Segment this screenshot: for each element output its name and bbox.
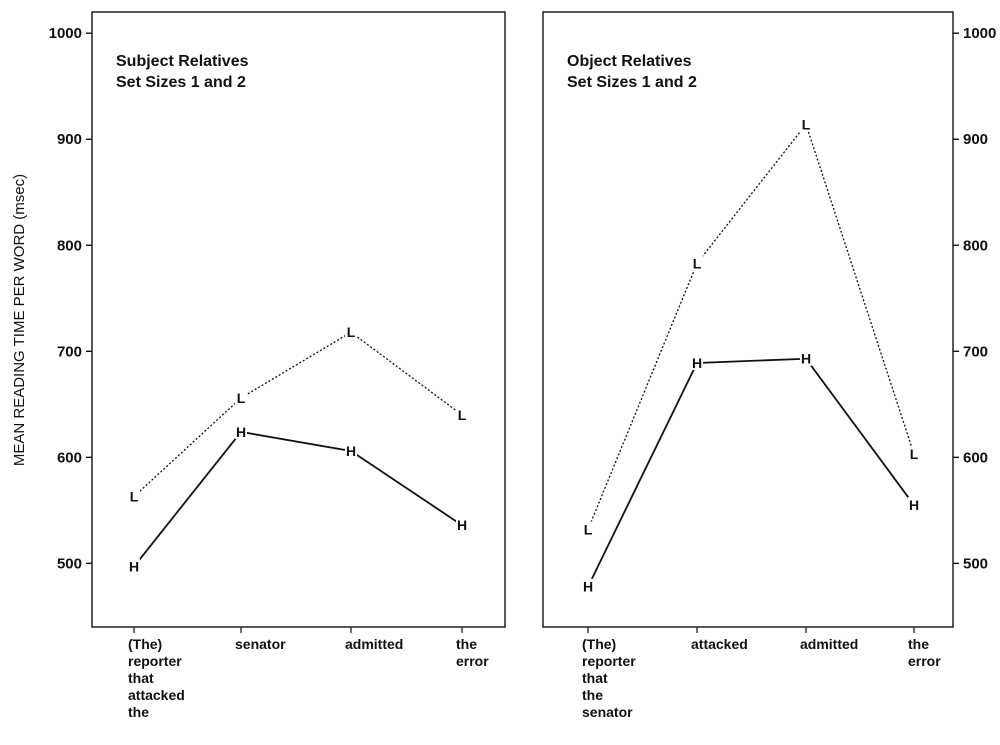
panel-2-y-tick-label-700: 700 [963,343,988,360]
panel-2-series-L-marker-bg-2 [691,255,703,271]
panel-2-frame [542,11,954,628]
panel-1-series-H-point-2: H [236,424,246,440]
panel-1-category-1-word-1: (The) [128,636,162,652]
panel-1-y-tick-label-900: 900 [57,131,82,148]
panel-2-series-L-point-2: L [693,255,702,271]
panel-1-series-L-segment-2 [240,331,352,399]
panel-2-series-H-point-1: H [583,579,593,595]
panel-2-series-L-marker-bg-1 [582,521,594,537]
panel-1-series-H-segment-1 [133,431,242,568]
panel-1-category-4-word-2: error [456,653,489,669]
panel-1-y-tick-label-700: 700 [57,343,82,360]
panel-1-category-1-word-2: reporter [128,653,182,669]
panel-1-series-H-segment-2 [240,431,352,452]
panel-2-series-H-segment-1 [587,362,698,588]
panel-1-series-L-point-4: L [458,407,467,423]
panel-1-frame [91,11,506,628]
panel-2-category-2-word-1: attacked [691,636,748,652]
panel-1-series-H-segment-3 [350,450,463,526]
panel-1-category-3-word-1: admitted [345,636,403,652]
panel-2-series-H-point-3: H [801,351,811,367]
y-axis-label: MEAN READING TIME PER WORD (msec) [11,174,28,466]
panel-2-series-H-point-4: H [909,497,919,513]
panel-2-series-H-segment-3 [805,358,915,506]
panel-2-series-L-marker-bg-3 [800,116,812,132]
panel-2-series-L-marker-bg-4 [908,446,920,462]
panel-1-y-tick-label-500: 500 [57,555,82,572]
panel-2-series-L-point-3: L [802,116,811,132]
panel-1-y-tick-label-600: 600 [57,449,82,466]
panel-1-series-H-marker-bg-3 [345,442,357,458]
panel-2-series-H-marker-bg-4 [908,497,920,513]
panel-2-category-1-word-1: (The) [582,636,616,652]
panel-2-category-3-word-1: admitted [800,636,858,652]
panel-1-series-L-marker-bg-4 [456,406,468,422]
panel-1-series-H-point-3: H [346,443,356,459]
panel-2-series-H-segment-2 [696,357,807,364]
panel-2-title-line-1: Object Relatives [567,53,692,70]
panel-2-category-1-word-4: the [582,687,603,703]
panel-2-category-1-word-5: senator [582,704,633,720]
panel-1-series-L-segment-1 [133,397,242,498]
panel-2-y-tick-label-900: 900 [963,131,988,148]
panel-1-category-4-word-1: the [456,636,477,652]
panel-1-series-H-marker-bg-2 [235,423,247,439]
panel-2-series-H-point-2: H [692,355,702,371]
panel-2-series-L-segment-2 [696,123,807,264]
panel-2-category-4-word-1: the [908,636,929,652]
panel-1-series-L-marker-bg-2 [235,389,247,405]
panel-2-y-tick-label-1000: 1000 [963,25,996,42]
panel-2-category-1-word-2: reporter [582,653,636,669]
panel-2-category-4-word-2: error [908,653,941,669]
panel-2-category-1-word-3: that [582,670,608,686]
panel-1-series-L-marker-bg-1 [128,488,140,504]
panel-1-series-L-marker-bg-3 [345,324,357,340]
panel-1-series-H-point-4: H [457,517,467,533]
panel-2-y-tick-label-500: 500 [963,555,988,572]
panel-1-series-L-point-1: L [130,489,139,505]
panel-2-y-tick-label-600: 600 [963,449,988,466]
panel-1-category-2-word-1: senator [235,636,286,652]
panel-1-category-1-word-4: attacked [128,687,185,703]
panel-1-series-H-point-1: H [129,559,139,575]
panel-1-category-1-word-3: that [128,670,154,686]
panel-1-y-tick-label-1000: 1000 [49,25,82,42]
panel-2-series-L-point-4: L [910,446,919,462]
panel-2-series-L-point-1: L [584,521,593,537]
panel-2-series-L-segment-3 [805,124,915,455]
panel-1-series-L-segment-3 [350,331,463,416]
panel-2-series-H-marker-bg-3 [800,350,812,366]
panel-1-series-H-marker-bg-4 [456,517,468,533]
panel-2-y-tick-label-800: 800 [963,237,988,254]
panel-1-category-1-word-5: the [128,704,149,720]
panel-1-series-L-point-3: L [347,324,356,340]
panel-2-series-H-marker-bg-1 [582,578,594,594]
panel-1-title-line-2: Set Sizes 1 and 2 [116,74,246,91]
panel-1-title-line-1: Subject Relatives [116,53,249,70]
panel-1-y-tick-label-800: 800 [57,237,82,254]
panel-2-series-H-marker-bg-2 [691,354,703,370]
panel-2-title-line-2: Set Sizes 1 and 2 [567,74,697,91]
panel-1-series-L-point-2: L [237,390,246,406]
panel-1-series-H-marker-bg-1 [128,558,140,574]
